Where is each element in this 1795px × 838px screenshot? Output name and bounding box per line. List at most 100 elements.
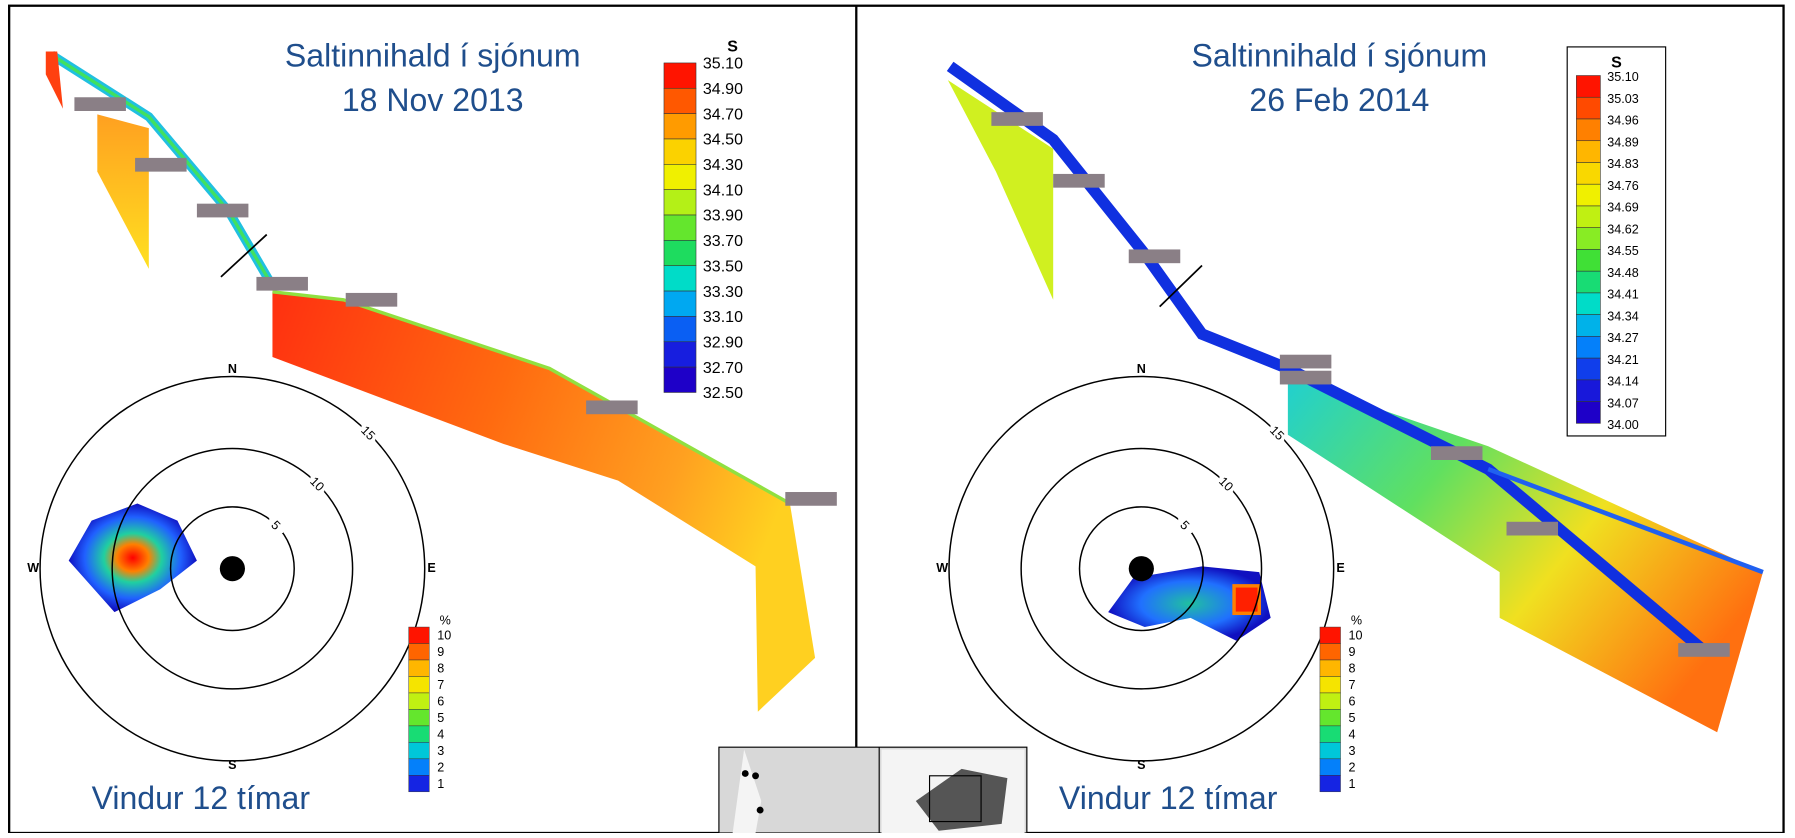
ring-label-bg xyxy=(1219,475,1234,492)
wind-legend-label: 6 xyxy=(1349,695,1356,709)
legend-label: 34.30 xyxy=(703,156,743,174)
wind-legend-label: 8 xyxy=(1349,662,1356,676)
caption: Vindur 12 tímar xyxy=(1059,780,1278,816)
wind-swatch xyxy=(408,742,430,760)
rose-center xyxy=(1128,556,1154,582)
legend-label: 34.21 xyxy=(1607,353,1638,367)
wind-swatch xyxy=(408,725,430,743)
direction-label: E xyxy=(1336,561,1344,575)
wind-swatch xyxy=(1319,758,1341,776)
legend-swatch xyxy=(1576,75,1601,98)
legend-title: S xyxy=(1611,54,1622,72)
wind-legend-label: 6 xyxy=(437,695,444,709)
legend-swatch xyxy=(1576,205,1601,228)
legend-swatch xyxy=(1576,162,1601,185)
legend-label: 34.96 xyxy=(1607,114,1638,128)
wind-legend-label: 8 xyxy=(437,662,444,676)
legend-label: 34.69 xyxy=(1607,201,1638,215)
wind-legend-label: 5 xyxy=(437,711,444,725)
ring-label-bg xyxy=(1270,424,1285,441)
legend-label: 34.55 xyxy=(1607,244,1638,258)
legend-swatch xyxy=(663,189,697,216)
wind-legend-label: 9 xyxy=(1349,645,1356,659)
legend-swatch xyxy=(1576,401,1601,424)
wind-legend-label: 7 xyxy=(1349,678,1356,692)
legend-swatch xyxy=(663,265,697,292)
ring-label: 15 xyxy=(358,423,378,443)
legend-swatch xyxy=(663,138,697,165)
legend-label: 34.14 xyxy=(1607,375,1638,389)
legend-swatch xyxy=(663,164,697,190)
legend-label: 33.50 xyxy=(703,257,743,275)
legend-swatch xyxy=(663,62,697,89)
ring-label: 15 xyxy=(1267,423,1287,443)
wind-swatch xyxy=(408,659,430,677)
panel-title: Saltinnihald í sjónum xyxy=(1192,37,1488,73)
legend-swatch xyxy=(1576,314,1601,337)
legend-swatch xyxy=(663,113,697,140)
wind-legend-label: 3 xyxy=(437,744,444,758)
wind-legend-label: 1 xyxy=(1349,777,1356,791)
wind-legend-label: 2 xyxy=(437,760,444,774)
wind-legend-label: 4 xyxy=(437,727,444,741)
legend-label: 34.70 xyxy=(703,105,743,123)
legend-label: 34.76 xyxy=(1607,179,1638,193)
panel-date: 18 Nov 2013 xyxy=(342,82,524,118)
legend-swatch xyxy=(1576,270,1601,294)
ring-label: 10 xyxy=(307,474,327,494)
legend-swatch xyxy=(1576,140,1601,163)
legend-label: 34.90 xyxy=(703,80,743,98)
direction-label: W xyxy=(936,561,948,575)
legend-label: 34.34 xyxy=(1607,309,1638,323)
legend-label: 35.03 xyxy=(1607,92,1638,106)
ring-label: 10 xyxy=(1216,474,1236,494)
wind-swatch xyxy=(1319,659,1341,677)
legend-swatch xyxy=(663,341,697,368)
rose-ring xyxy=(111,447,354,690)
wind-swatch xyxy=(408,676,430,694)
wind-swatch xyxy=(1319,692,1341,710)
wind-legend-label: 4 xyxy=(1349,727,1356,741)
ring-label-bg xyxy=(1178,516,1192,534)
wind-swatch xyxy=(1319,775,1341,793)
wind-swatch xyxy=(408,758,430,776)
legend-label: 33.30 xyxy=(703,283,743,301)
legend-swatch xyxy=(663,214,697,241)
legend-label: 34.07 xyxy=(1607,396,1638,410)
legend-label: 34.89 xyxy=(1607,135,1638,149)
direction-label: N xyxy=(228,362,237,376)
wind-swatch xyxy=(408,643,430,661)
wind-swatch xyxy=(1319,643,1341,661)
legend-swatch xyxy=(1576,249,1601,272)
wind-legend-label: 3 xyxy=(1349,744,1356,758)
wind-swatch xyxy=(408,775,430,793)
legend-label: 33.70 xyxy=(703,232,743,250)
legend-swatch xyxy=(1576,96,1601,120)
legend-swatch xyxy=(1576,357,1601,381)
panel-date: 26 Feb 2014 xyxy=(1249,82,1429,118)
legend-label: 34.10 xyxy=(703,181,743,199)
legend-swatch xyxy=(1576,227,1601,250)
wind-legend-label: 10 xyxy=(1349,629,1363,643)
ring-label-bg xyxy=(361,424,376,441)
map-inset xyxy=(718,746,1028,834)
legend-title: S xyxy=(727,37,738,55)
legend-swatch xyxy=(663,87,697,114)
legend-label: 34.48 xyxy=(1607,266,1638,280)
legend-swatch xyxy=(1576,336,1601,359)
wind-swatch xyxy=(408,626,430,644)
wind-legend-label: 9 xyxy=(437,645,444,659)
wind-peak xyxy=(1232,584,1261,616)
wind-swatch xyxy=(1319,676,1341,694)
legend-label: 34.41 xyxy=(1607,288,1638,302)
legend-swatch xyxy=(663,290,697,317)
direction-label: S xyxy=(1137,758,1145,772)
legend-label: 32.90 xyxy=(703,333,743,351)
legend-label: 34.62 xyxy=(1607,222,1638,236)
wind-swatch xyxy=(1319,725,1341,743)
panel-title: Saltinnihald í sjónum xyxy=(285,37,581,73)
wind-legend-label: 7 xyxy=(437,678,444,692)
legend-swatch xyxy=(1576,183,1601,207)
legend-label: 34.50 xyxy=(703,131,743,149)
